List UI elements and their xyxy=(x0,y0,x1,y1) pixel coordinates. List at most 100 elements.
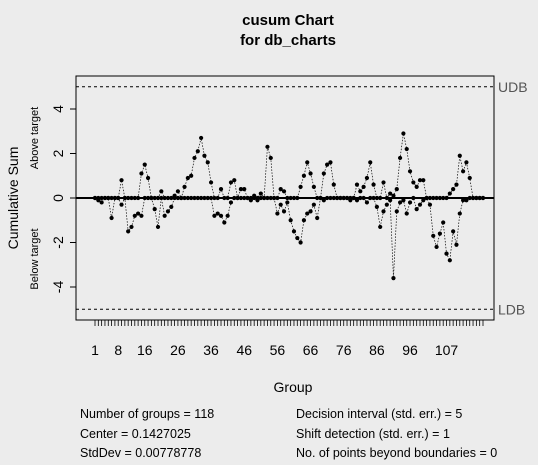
lower-point xyxy=(278,202,283,207)
lower-point xyxy=(119,202,124,207)
lower-point xyxy=(212,213,217,218)
upper-point xyxy=(364,175,370,181)
lower-point xyxy=(358,195,363,201)
lower-point xyxy=(444,251,449,256)
lower-point xyxy=(238,195,244,201)
lower-point xyxy=(361,195,366,201)
upper-point xyxy=(202,153,207,158)
upper-point xyxy=(298,184,303,189)
lower-point xyxy=(202,195,207,201)
upper-point xyxy=(242,187,247,192)
upper-point xyxy=(159,189,164,194)
lower-point xyxy=(142,195,147,201)
lower-point xyxy=(394,209,399,214)
lower-point xyxy=(102,195,108,201)
y-tick-label: 4 xyxy=(50,105,66,113)
lower-point xyxy=(318,195,323,201)
lower-point xyxy=(341,195,346,201)
lower-point xyxy=(295,235,300,241)
lower-series-line xyxy=(94,196,483,279)
lower-point xyxy=(328,195,333,201)
upper-point xyxy=(278,187,283,192)
y-tick-label: -4 xyxy=(50,281,66,294)
lower-point xyxy=(374,204,379,209)
upper-point xyxy=(414,184,419,189)
lower-point xyxy=(334,195,340,201)
stat-stddev: StdDev = 0.00778778 xyxy=(80,446,202,460)
x-tick-label: 46 xyxy=(236,342,252,358)
upper-point xyxy=(265,144,270,149)
lower-point xyxy=(470,195,476,201)
y-tick-label: 0 xyxy=(50,194,66,202)
upper-point xyxy=(378,195,383,201)
series-marks xyxy=(92,131,486,281)
lower-point xyxy=(199,195,204,201)
stats-right: Decision interval (std. err.) = 5 Shift … xyxy=(296,405,497,464)
lower-point xyxy=(338,195,343,201)
lower-point xyxy=(126,229,131,234)
lower-point xyxy=(99,200,104,205)
upper-point xyxy=(215,195,220,201)
x-tick-label: 36 xyxy=(203,342,219,358)
upper-point xyxy=(132,195,137,201)
lower-point xyxy=(232,195,237,201)
lower-point xyxy=(205,195,210,201)
upper-point xyxy=(301,173,307,178)
lower-point xyxy=(391,276,396,281)
upper-point xyxy=(169,195,174,201)
y-tick-label: -2 xyxy=(50,236,66,249)
lower-point xyxy=(424,195,429,201)
x-tick-label: 1 xyxy=(91,342,99,358)
upper-point xyxy=(447,191,452,196)
upper-point xyxy=(208,180,214,185)
lower-point xyxy=(136,211,141,216)
upper-point xyxy=(238,187,244,192)
upper-point xyxy=(136,195,141,201)
lower-point xyxy=(195,195,200,201)
x-tick-label: 66 xyxy=(303,342,319,358)
upper-point xyxy=(381,180,386,185)
x-tick-label: 26 xyxy=(170,342,186,358)
lower-point xyxy=(447,258,452,263)
udb-label: UDB xyxy=(498,79,528,95)
upper-point xyxy=(199,135,204,141)
lower-point xyxy=(301,218,307,223)
lower-point xyxy=(291,229,297,234)
upper-point xyxy=(99,195,104,201)
y-axis-title: Cumulative Sum xyxy=(5,147,21,250)
upper-point xyxy=(218,187,224,192)
upper-point xyxy=(467,175,472,181)
lower-point xyxy=(288,218,293,223)
lower-point xyxy=(397,200,403,205)
lower-point xyxy=(265,195,270,201)
lower-point xyxy=(106,195,111,201)
y-tick-label: 2 xyxy=(50,149,66,157)
lower-point xyxy=(311,202,316,207)
upper-point xyxy=(391,193,396,198)
y-axis-above-label: Above target xyxy=(29,107,41,169)
upper-point xyxy=(175,189,181,194)
lower-point xyxy=(242,195,247,201)
upper-point xyxy=(401,131,406,136)
upper-point xyxy=(291,195,297,201)
lower-point xyxy=(441,220,446,225)
lower-point xyxy=(162,213,167,218)
upper-point xyxy=(308,171,313,176)
lower-point xyxy=(321,198,326,203)
lower-point xyxy=(384,202,389,207)
upper-point xyxy=(397,155,403,161)
lower-point xyxy=(417,202,423,207)
upper-point xyxy=(129,195,134,201)
lower-point xyxy=(159,195,164,201)
upper-point xyxy=(368,160,373,165)
upper-point xyxy=(451,187,456,192)
upper-point xyxy=(222,195,227,201)
lower-point xyxy=(258,195,263,201)
upper-point xyxy=(457,153,462,158)
lower-point xyxy=(112,195,117,201)
upper-point xyxy=(404,146,409,152)
upper-point xyxy=(444,195,449,201)
upper-series-line xyxy=(95,133,483,200)
x-axis: 1 8 16 26 36 46 56 66 76 86 96 107 xyxy=(91,320,484,358)
